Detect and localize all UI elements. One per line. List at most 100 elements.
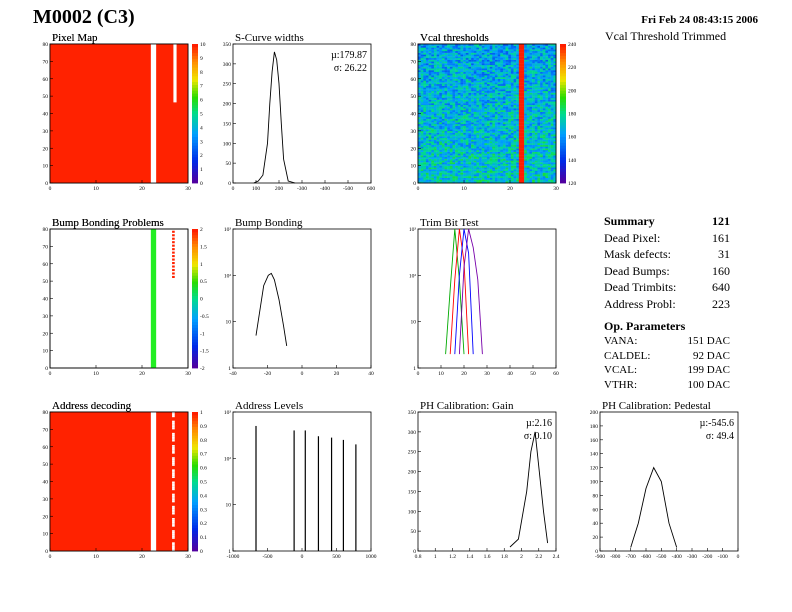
vcal-cell: [508, 125, 512, 128]
vcal-cell: [473, 68, 477, 71]
vcal-cell: [423, 134, 427, 137]
vcal-cell: [449, 57, 453, 60]
vcal-cell: [534, 92, 538, 95]
vcal-cell: [494, 106, 498, 109]
vcal-cell: [545, 169, 549, 172]
vcal-cell: [487, 169, 490, 172]
vcal-cell: [468, 127, 472, 130]
vcal-cell: [428, 122, 432, 125]
vcal-cell: [537, 127, 541, 130]
vcal-cell: [449, 75, 453, 78]
vcal-cell: [502, 134, 506, 137]
vcal-cell: [505, 68, 509, 71]
colorbar-cell: [192, 180, 198, 184]
vcal-cell: [473, 134, 477, 137]
vcal-cell: [521, 118, 525, 121]
vcal-cell: [431, 80, 435, 83]
vcal-cell: [484, 70, 488, 72]
vcal-cell: [521, 68, 525, 71]
vcal-cell: [463, 59, 466, 62]
vcal-cell: [534, 106, 538, 109]
vcal-cell: [489, 158, 493, 161]
vcal-cell: [494, 94, 498, 97]
vcal-cell: [505, 181, 509, 184]
vcal-cell: [553, 115, 557, 118]
vcal-cell: [508, 122, 512, 125]
vcal-cell: [484, 64, 488, 67]
stat-mean: µ:2.16: [526, 418, 552, 429]
vcal-cell: [516, 139, 520, 142]
colorbar-cell: [192, 177, 198, 181]
vcal-cell: [537, 75, 541, 78]
vcal-cell: [433, 151, 437, 154]
vcal-cell: [433, 149, 437, 152]
vcal-cell: [476, 99, 480, 102]
vcal-cell: [449, 174, 453, 177]
vcal-cell: [484, 169, 488, 172]
vcal-cell: [481, 83, 485, 86]
vcal-cell: [497, 54, 501, 57]
vcal-cell: [529, 130, 533, 133]
colorbar-label: 0: [200, 297, 203, 303]
vcal-cell: [532, 99, 535, 102]
vcal-cell: [418, 156, 421, 159]
bb-cell: [172, 272, 175, 275]
vcal-cell: [489, 118, 493, 121]
vcal-cell: [420, 92, 424, 95]
vcal-cell: [548, 85, 551, 88]
vcal-cell: [534, 127, 538, 130]
vcal-cell: [534, 68, 538, 71]
vcal-cell: [534, 176, 538, 178]
vcal-cell: [550, 78, 554, 81]
colorbar-label: 240: [568, 42, 577, 48]
vcal-cell: [428, 148, 432, 151]
vcal-cell: [487, 80, 490, 83]
vcal-cell: [502, 70, 506, 72]
colorbar-cell: [192, 168, 198, 172]
colorbar-cell: [560, 46, 566, 51]
vcal-cell: [487, 158, 490, 161]
vcal-cell: [545, 170, 549, 173]
vcal-cell: [452, 110, 456, 112]
y-tick-label: 30: [43, 314, 49, 320]
vcal-cell: [553, 146, 557, 149]
vcal-cell: [484, 52, 488, 55]
vcal-cell: [521, 167, 525, 170]
vcal-cell: [452, 169, 456, 172]
vcal-cell: [439, 163, 443, 166]
vcal-cell: [513, 132, 517, 135]
vcal-cell: [550, 83, 554, 86]
vcal-cell: [505, 63, 509, 66]
vcal-cell: [526, 144, 530, 147]
vcal-cell: [513, 61, 517, 64]
vcal-cell: [452, 170, 456, 173]
vcal-cell: [479, 172, 482, 175]
summary-label: Mask defects:: [604, 247, 671, 261]
vcal-cell: [518, 45, 522, 48]
vcal-cell: [508, 141, 512, 144]
vcal-cell: [476, 71, 480, 74]
vcal-cell: [550, 165, 554, 168]
vcal-cell: [460, 115, 464, 118]
vcal-cell: [540, 170, 543, 173]
vcal-cell: [431, 125, 435, 128]
y-tick-label: 150: [408, 489, 417, 495]
vcal-cell: [460, 158, 464, 161]
vcal-cell: [529, 137, 533, 140]
vcal-cell: [494, 158, 498, 161]
vcal-cell: [481, 125, 485, 128]
vcal-cell: [529, 52, 533, 55]
vcal-cell: [505, 176, 509, 178]
vcal-cell: [492, 156, 496, 159]
dead-column-cell: [150, 412, 157, 551]
vcal-cell: [529, 127, 533, 130]
vcal-cell: [484, 49, 488, 52]
vcal-cell: [548, 97, 551, 100]
summary-total: 121: [712, 214, 730, 228]
vcal-cell: [463, 54, 466, 57]
vcal-cell: [425, 54, 429, 57]
vcal-cell: [471, 156, 474, 159]
vcal-cell: [441, 94, 445, 97]
addr-cell: [172, 460, 175, 463]
vcal-cell: [540, 115, 543, 118]
